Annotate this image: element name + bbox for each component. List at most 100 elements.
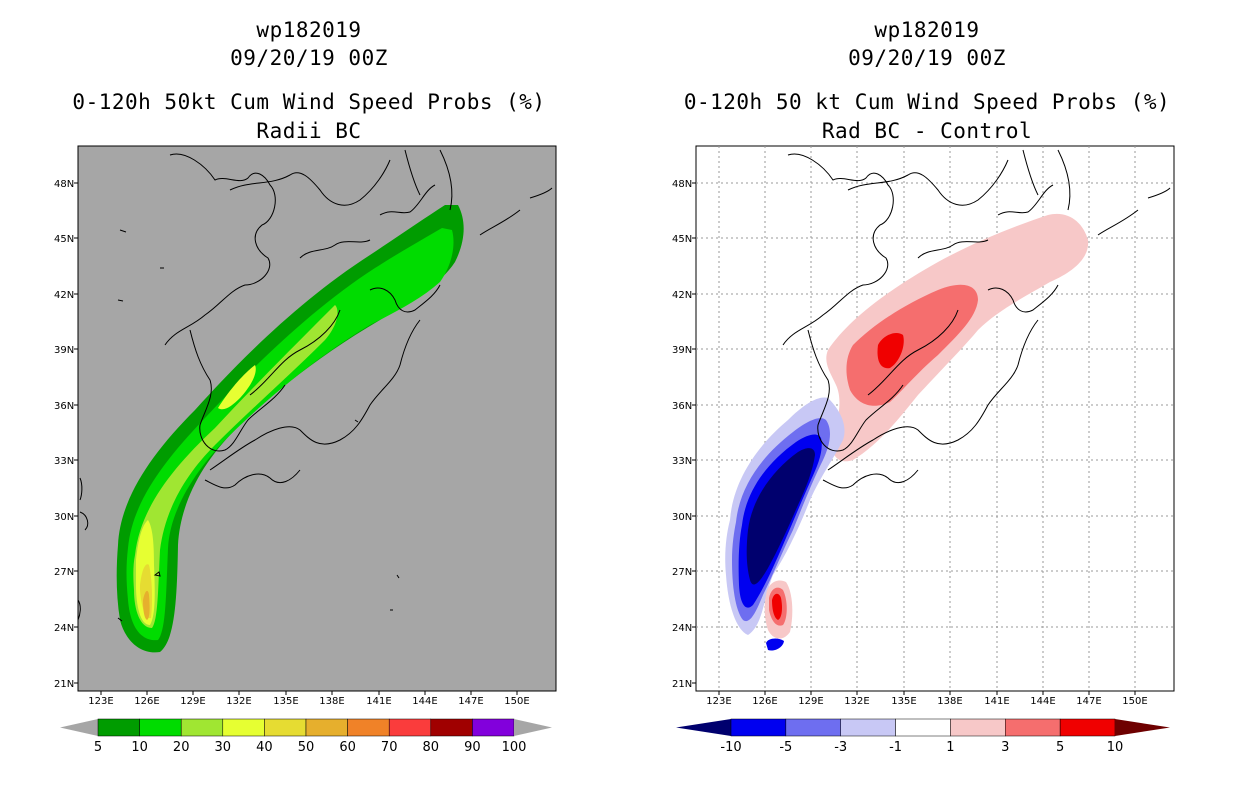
lat-label: 30N [54, 512, 74, 523]
lon-label: 123E [88, 696, 113, 707]
left-lon-ticks: 123E 126E 129E 132E 135E 138E 141E 144E … [88, 696, 529, 707]
right-colorbar-swatch [785, 718, 841, 737]
right-map-svg: 48N 45N 42N 39N 36N 33N 30N 27N 24N 21N … [672, 145, 1175, 755]
prob-band-30b [218, 365, 256, 410]
left-colorbar-over-triangle [514, 719, 552, 736]
left-map-svg: 48N 45N 42N 39N 36N 33N 30N 27N 24N 21N … [54, 145, 557, 755]
left-title-product: 0-120h 50kt Cum Wind Speed Probs (%) [72, 90, 546, 114]
lon-label: 150E [504, 696, 529, 707]
right-coastlines [782, 149, 1171, 489]
right-colorbar-label: -1 [889, 740, 902, 755]
lat-label: 39N [672, 345, 692, 356]
lon-label: 138E [319, 696, 344, 707]
lat-label: 45N [672, 234, 692, 245]
right-colorbar-label: -5 [779, 740, 792, 755]
lat-label: 36N [672, 401, 692, 412]
left-colorbar-label: 10 [131, 740, 148, 755]
left-colorbar-swatch [305, 718, 348, 737]
left-colorbar-swatch [472, 718, 515, 737]
left-colorbar-label: 90 [464, 740, 481, 755]
right-colorbar: -10 -5 -3 -1 1 3 5 10 [676, 718, 1170, 755]
right-colorbar-under-triangle [676, 719, 731, 736]
lon-label: 144E [412, 696, 437, 707]
lat-label: 21N [54, 679, 74, 690]
left-islands [78, 229, 400, 622]
lon-label: 150E [1122, 696, 1147, 707]
lat-label: 27N [54, 567, 74, 578]
left-colorbar-label: 40 [256, 740, 273, 755]
right-title-storm: wp182019 [874, 18, 980, 42]
right-colorbar-label: 1 [946, 740, 954, 755]
lon-label: 129E [180, 696, 205, 707]
lat-label: 48N [54, 179, 74, 190]
left-colorbar-swatch [180, 718, 224, 737]
prob-band-10 [126, 228, 454, 641]
lon-label: 132E [844, 696, 869, 707]
lat-label: 48N [672, 179, 692, 190]
lon-label: 135E [273, 696, 298, 707]
left-title-storm: wp182019 [256, 18, 362, 42]
right-colorbar-swatch [895, 718, 951, 737]
diff-band-neg-small [766, 638, 784, 651]
lon-label: 126E [752, 696, 777, 707]
right-tick-marks [692, 182, 1136, 695]
lon-label: 144E [1030, 696, 1055, 707]
lat-label: 24N [54, 623, 74, 634]
left-lat-ticks: 48N 45N 42N 39N 36N 33N 30N 27N 24N 21N [54, 179, 74, 690]
left-colorbar-swatch [222, 718, 265, 737]
lon-label: 147E [1076, 696, 1101, 707]
lon-label: 129E [798, 696, 823, 707]
left-title-subtitle: Radii BC [256, 119, 362, 143]
right-colorbar-swatch [730, 718, 787, 737]
lat-label: 39N [54, 345, 74, 356]
left-colorbar-label: 70 [381, 740, 398, 755]
left-colorbar-swatch [347, 718, 390, 737]
left-colorbar-label: 20 [173, 740, 190, 755]
lon-label: 132E [226, 696, 251, 707]
lat-label: 30N [672, 512, 692, 523]
left-panel: wp182019 09/20/19 00Z 0-120h 50kt Cum Wi… [54, 18, 557, 755]
right-title-product: 0-120h 50 kt Cum Wind Speed Probs (%) [683, 90, 1171, 114]
left-colorbar-swatch [264, 718, 307, 737]
lon-label: 123E [706, 696, 731, 707]
right-colorbar-swatch [1059, 718, 1116, 737]
lat-label: 24N [672, 623, 692, 634]
right-lat-ticks: 48N 45N 42N 39N 36N 33N 30N 27N 24N 21N [672, 179, 692, 690]
diff-band-pos5 [877, 333, 904, 369]
lat-label: 45N [54, 234, 74, 245]
left-colorbar-swatch [139, 718, 182, 737]
lon-label: 126E [134, 696, 159, 707]
right-title-date: 09/20/19 00Z [848, 46, 1006, 70]
left-colorbar-swatch [388, 718, 432, 737]
left-colorbar-label: 30 [215, 740, 232, 755]
lon-label: 141E [984, 696, 1009, 707]
left-colorbar-label: 50 [298, 740, 315, 755]
left-title-date: 09/20/19 00Z [230, 46, 388, 70]
right-colorbar-swatch [950, 718, 1006, 737]
left-colorbar-swatch [430, 718, 473, 737]
right-lon-ticks: 123E 126E 129E 132E 135E 138E 141E 144E … [706, 696, 1147, 707]
lon-label: 141E [366, 696, 391, 707]
lon-label: 135E [891, 696, 916, 707]
right-colorbar-swatch [1005, 718, 1061, 737]
left-colorbar-under-triangle [60, 719, 98, 736]
right-title-subtitle: Rad BC - Control [821, 119, 1033, 143]
left-colorbar-swatch [97, 718, 140, 737]
lat-label: 21N [672, 679, 692, 690]
right-colorbar-over-triangle [1115, 719, 1170, 736]
right-colorbar-label: -3 [834, 740, 847, 755]
diff-band-neg10 [746, 448, 815, 585]
lon-label: 147E [458, 696, 483, 707]
left-colorbar-label: 100 [502, 740, 527, 755]
left-colorbar-label: 80 [423, 740, 440, 755]
right-colorbar-label: 5 [1056, 740, 1064, 755]
lat-label: 33N [672, 456, 692, 467]
diff-band-pos5-south [772, 593, 782, 620]
lat-label: 42N [672, 290, 692, 301]
left-coastlines [164, 149, 553, 489]
diff-band-pos3 [846, 284, 978, 406]
right-colorbar-label: -10 [720, 740, 741, 755]
lat-label: 27N [672, 567, 692, 578]
lat-label: 33N [54, 456, 74, 467]
lon-label: 138E [937, 696, 962, 707]
